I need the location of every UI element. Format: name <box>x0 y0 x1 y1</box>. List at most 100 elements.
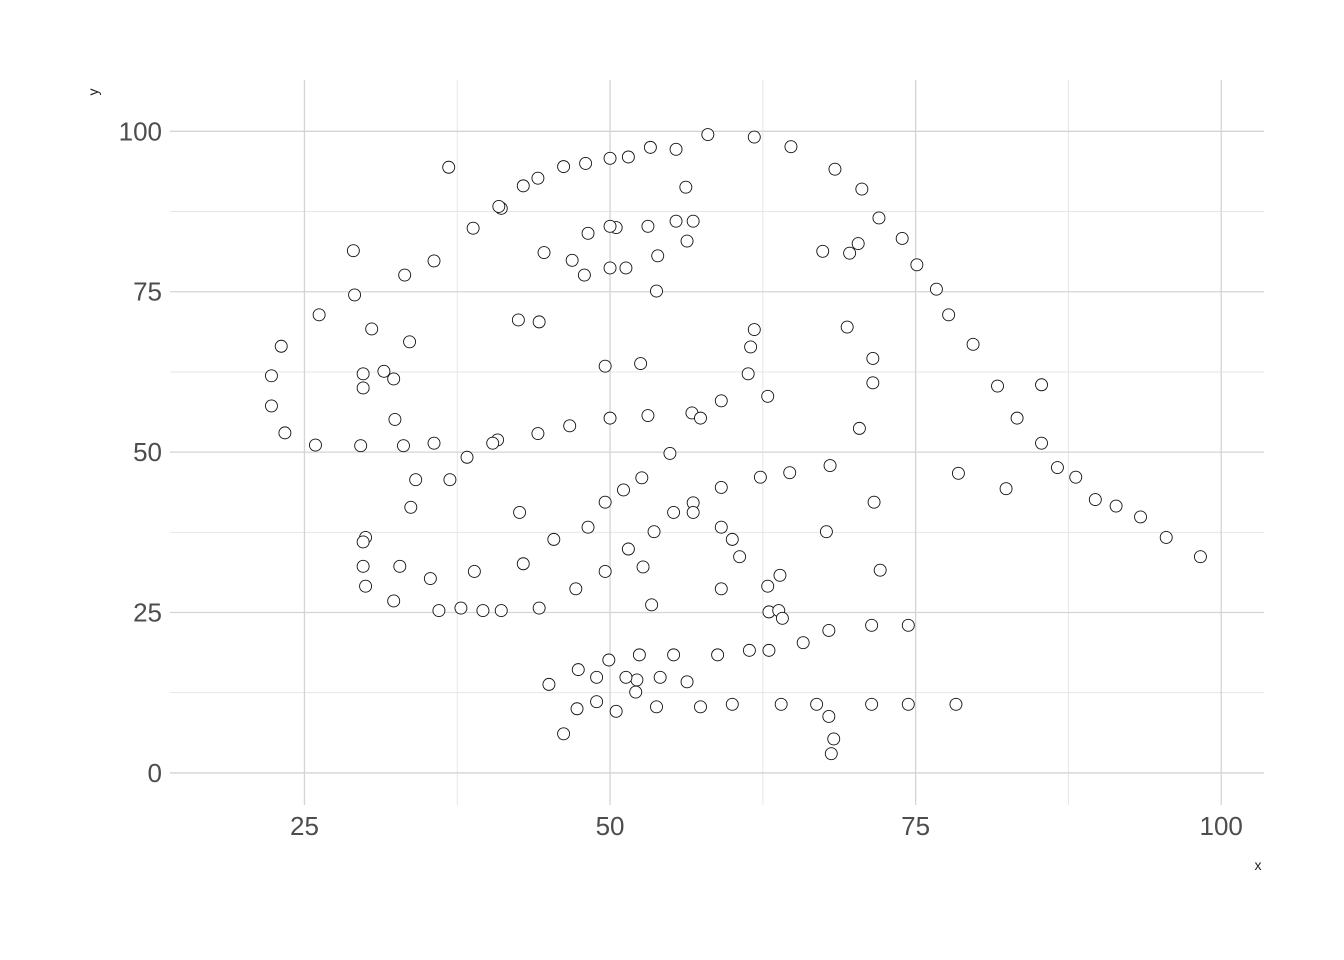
data-point <box>387 594 401 608</box>
data-point <box>641 219 655 233</box>
data-point <box>851 237 865 251</box>
data-point <box>621 150 635 164</box>
data-point <box>865 697 879 711</box>
data-point <box>686 214 700 228</box>
data-point <box>843 246 857 260</box>
data-point <box>823 459 837 473</box>
data-point <box>929 282 943 296</box>
data-point <box>602 653 616 667</box>
data-point <box>442 160 456 174</box>
data-point <box>872 211 886 225</box>
data-point <box>443 473 457 487</box>
data-point <box>999 482 1013 496</box>
data-point <box>356 559 370 573</box>
data-point <box>651 249 665 263</box>
data-point <box>492 199 506 213</box>
data-point <box>855 182 869 196</box>
data-point <box>365 322 379 336</box>
data-point <box>822 624 836 637</box>
data-point <box>579 156 593 170</box>
data-point <box>866 376 880 390</box>
data-point <box>309 438 322 452</box>
data-point <box>397 439 410 453</box>
data-point <box>265 369 278 383</box>
data-point <box>387 372 401 386</box>
data-point <box>547 532 561 546</box>
data-point <box>635 471 649 485</box>
data-point <box>636 560 650 574</box>
data-point <box>669 142 683 156</box>
data-point <box>942 308 956 322</box>
data-point <box>1109 499 1123 513</box>
x-tick-label: 25 <box>290 811 319 841</box>
data-point <box>403 335 417 349</box>
data-point <box>775 611 789 625</box>
data-point <box>824 747 838 761</box>
y-tick-label: 25 <box>133 598 162 628</box>
data-point <box>537 246 551 260</box>
data-point <box>619 670 633 684</box>
data-point <box>1035 436 1048 450</box>
data-point <box>991 379 1004 393</box>
data-point <box>581 520 595 534</box>
data-point <box>542 677 556 691</box>
data-point <box>714 394 728 408</box>
data-point <box>590 670 604 684</box>
data-point <box>895 232 909 245</box>
data-point <box>733 550 747 564</box>
data-point <box>783 466 797 480</box>
x-tick-label: 50 <box>596 811 625 841</box>
data-point <box>570 702 584 716</box>
data-point <box>476 604 490 618</box>
data-point <box>590 695 604 709</box>
data-point <box>641 409 655 423</box>
data-point <box>577 268 591 282</box>
data-point <box>348 288 362 302</box>
data-point <box>827 732 841 746</box>
data-point <box>621 542 635 556</box>
data-point <box>643 140 657 154</box>
data-point <box>742 643 756 657</box>
data-point <box>581 226 595 240</box>
data-point <box>278 426 292 440</box>
data-point <box>532 601 546 615</box>
y-tick-label: 75 <box>133 277 162 307</box>
data-point <box>557 727 571 741</box>
data-point <box>761 389 775 403</box>
data-point <box>866 352 880 365</box>
data-point <box>1050 461 1064 474</box>
data-point <box>761 579 775 593</box>
data-point <box>398 268 412 282</box>
data-points <box>265 128 1207 761</box>
data-point <box>629 685 643 699</box>
data-point <box>603 219 617 233</box>
data-point <box>354 439 368 453</box>
data-point <box>1010 411 1024 425</box>
data-point <box>531 427 545 440</box>
data-point <box>1159 531 1173 544</box>
data-point <box>701 128 715 141</box>
data-point <box>714 582 728 596</box>
data-point <box>828 162 842 176</box>
data-point <box>645 598 659 612</box>
data-point <box>516 557 530 571</box>
data-point <box>725 697 739 711</box>
data-point <box>619 261 633 275</box>
data-point <box>966 337 980 351</box>
data-point <box>686 505 700 519</box>
data-point <box>753 470 767 484</box>
data-point <box>513 505 527 519</box>
data-point <box>694 411 707 425</box>
data-point <box>680 675 694 689</box>
data-point <box>910 258 924 272</box>
data-point <box>694 700 707 714</box>
data-point <box>454 601 468 615</box>
data-point <box>650 284 663 298</box>
data-point <box>603 151 617 165</box>
data-point <box>511 313 525 327</box>
data-point <box>603 261 617 275</box>
data-point <box>404 500 418 514</box>
data-point <box>1088 493 1102 507</box>
data-point <box>494 604 508 618</box>
data-point <box>840 320 854 334</box>
